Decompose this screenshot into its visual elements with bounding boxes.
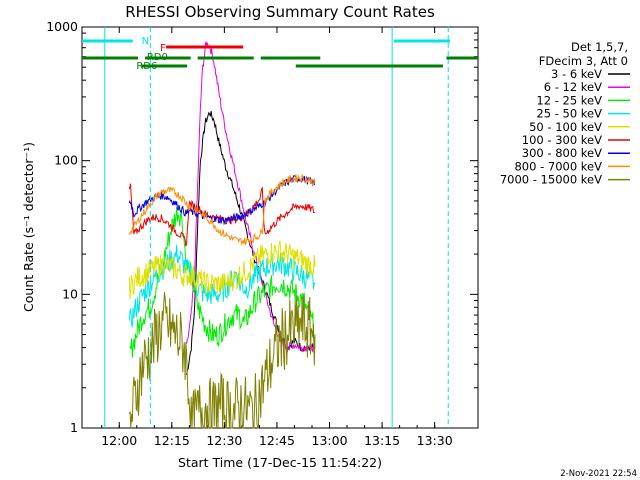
series-group <box>128 41 316 430</box>
legend-entry-label: 100 - 300 keV <box>522 133 602 147</box>
plot-border <box>81 26 479 429</box>
x-axis-ticks: 12:00 12:15 12:30 12:45 13:00 13:15 13:30 <box>101 27 453 448</box>
series-800-7000keV <box>128 173 316 246</box>
series-7000-15000keV <box>128 292 316 430</box>
x-tick-label: 12:30 <box>206 433 242 448</box>
x-tick-label: 12:00 <box>101 433 137 448</box>
legend-entry-label: 6 - 12 keV <box>544 80 602 94</box>
x-tick-label: 13:00 <box>312 433 348 448</box>
flag-label: F <box>160 43 166 54</box>
flag-label: RD6 <box>136 61 157 72</box>
y-tick-label: 10 <box>62 286 78 301</box>
legend-entry-label: 50 - 100 keV <box>529 120 602 134</box>
legend-entry-label: 25 - 50 keV <box>536 107 602 121</box>
y-tick-label: 1 <box>70 420 78 435</box>
series-6-12keV <box>186 41 316 354</box>
y-tick-label: 100 <box>54 153 78 168</box>
series-line <box>128 173 316 246</box>
x-axis-label: Start Time (17-Dec-15 11:54:22) <box>178 455 382 470</box>
legend-header-line-1: Det 1,5,7, <box>571 40 628 54</box>
series-50-100keV <box>128 240 316 300</box>
legend-entry-label: 300 - 800 keV <box>522 146 602 160</box>
flag-label: RD0 <box>147 52 168 63</box>
series-line <box>128 240 316 300</box>
y-axis-label: Count Rate (s⁻¹ detector⁻¹) <box>21 142 36 312</box>
series-line <box>186 41 316 354</box>
footer-timestamp: 2-Nov-2021 22:54 <box>560 469 637 479</box>
y-axis-ticks: 1 10 100 1000 <box>46 19 478 435</box>
x-tick-label: 12:15 <box>154 433 190 448</box>
series-100-300keV <box>128 183 316 247</box>
series-line <box>186 111 316 375</box>
series-line <box>128 292 316 430</box>
series-3-6keV <box>186 111 316 375</box>
plot-frame <box>81 26 479 429</box>
legend-header-line-2: FDecim 3, Att 0 <box>539 54 628 68</box>
x-tick-label: 13:15 <box>364 433 400 448</box>
legend-entry-label: 7000 - 15000 keV <box>500 173 602 187</box>
legend-entry-label: 800 - 7000 keV <box>514 159 602 173</box>
legend-entry-label: 12 - 25 keV <box>536 93 602 107</box>
legend-entry-label: 3 - 6 keV <box>551 67 602 81</box>
chart-title: RHESSI Observing Summary Count Rates <box>125 3 435 21</box>
y-tick-label: 1000 <box>46 19 78 34</box>
flag-label: N <box>142 36 149 47</box>
x-tick-label: 13:30 <box>417 433 453 448</box>
series-line <box>128 183 316 247</box>
x-tick-label: 12:45 <box>259 433 295 448</box>
